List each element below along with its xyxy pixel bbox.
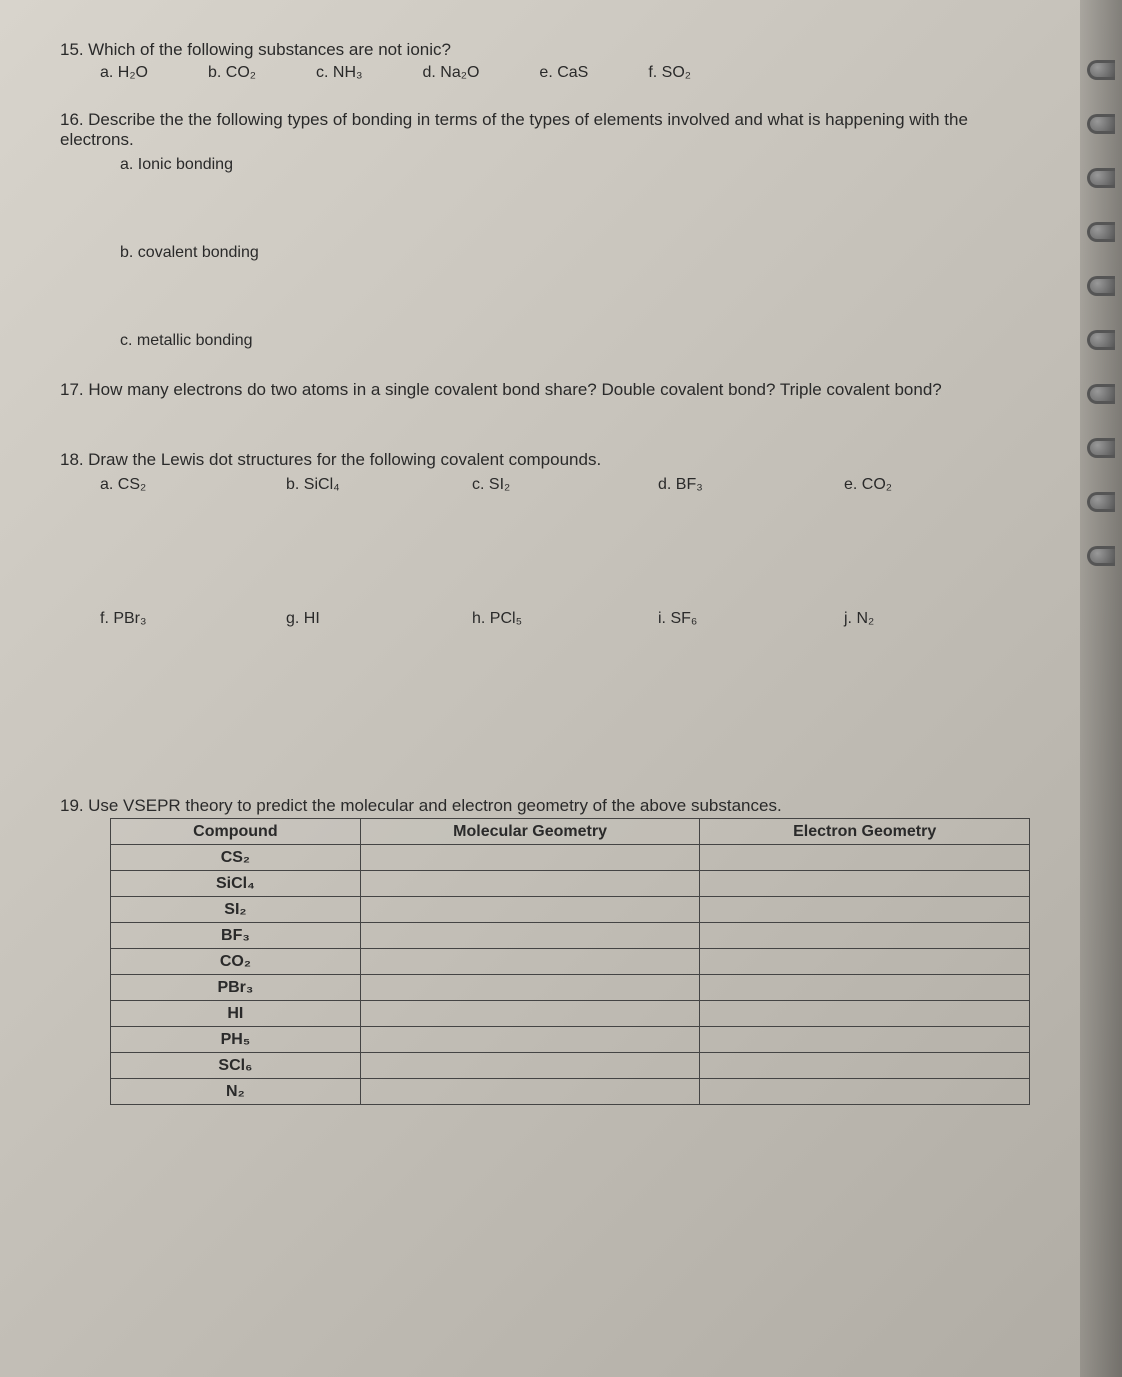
question-19: 19. Use VSEPR theory to predict the mole…	[60, 796, 1030, 1105]
compound-cell: BF₃	[111, 923, 361, 949]
compound-cell: HI	[111, 1001, 361, 1027]
spiral-ring-icon	[1087, 168, 1115, 188]
compound-cell: CO₂	[111, 949, 361, 975]
eg-cell	[700, 975, 1030, 1001]
worksheet-page: 15. Which of the following substances ar…	[30, 20, 1060, 1173]
q18-j: j. N₂	[844, 610, 1030, 628]
spiral-ring-icon	[1087, 114, 1115, 134]
spiral-ring-icon	[1087, 276, 1115, 296]
eg-cell	[700, 1053, 1030, 1079]
eg-cell	[700, 1027, 1030, 1053]
eg-cell	[700, 871, 1030, 897]
table-row: BF₃	[111, 923, 1030, 949]
eg-cell	[700, 923, 1030, 949]
compound-cell: N₂	[111, 1079, 361, 1105]
q15-opt-b: b. CO₂	[208, 64, 256, 82]
q18-text: Draw the Lewis dot structures for the fo…	[88, 450, 601, 469]
q15-number: 15.	[60, 40, 84, 59]
compound-cell: PH₅	[111, 1027, 361, 1053]
table-row: CO₂	[111, 949, 1030, 975]
question-17: 17. How many electrons do two atoms in a…	[60, 380, 1030, 400]
q19-number: 19.	[60, 796, 84, 815]
q15-opt-e: e. CaS	[539, 64, 588, 82]
compound-cell: SiCl₄	[111, 871, 361, 897]
table-row: SCl₆	[111, 1053, 1030, 1079]
q17-number: 17.	[60, 380, 84, 399]
mg-cell	[360, 1053, 700, 1079]
spiral-ring-icon	[1087, 60, 1115, 80]
eg-cell	[700, 845, 1030, 871]
question-16: 16. Describe the the following types of …	[60, 110, 1030, 350]
mg-cell	[360, 975, 700, 1001]
q18-g: g. HI	[286, 610, 472, 628]
q18-row1: a. CS₂ b. SiCl₄ c. SI₂ d. BF₃ e. CO₂	[100, 476, 1030, 494]
q18-row2: f. PBr₃ g. HI h. PCl₅ i. SF₆ j. N₂	[100, 610, 1030, 628]
vsepr-tbody: CS₂ SiCl₄ SI₂ BF₃ CO₂ PBr₃ HI PH₅ SCl₆ N…	[111, 845, 1030, 1105]
q16-text: Describe the the following types of bond…	[60, 110, 968, 149]
q19-text: Use VSEPR theory to predict the molecula…	[88, 796, 782, 815]
spiral-ring-icon	[1087, 546, 1115, 566]
mg-cell	[360, 949, 700, 975]
table-row: PBr₃	[111, 975, 1030, 1001]
table-row: PH₅	[111, 1027, 1030, 1053]
question-18: 18. Draw the Lewis dot structures for th…	[60, 450, 1030, 768]
spiral-ring-icon	[1087, 384, 1115, 404]
col-compound: Compound	[111, 819, 361, 845]
q18-number: 18.	[60, 450, 84, 469]
mg-cell	[360, 1079, 700, 1105]
compound-cell: PBr₃	[111, 975, 361, 1001]
q18-d: d. BF₃	[658, 476, 844, 494]
mg-cell	[360, 845, 700, 871]
spiral-ring-icon	[1087, 492, 1115, 512]
q16-sub-b: b. covalent bonding	[120, 244, 1030, 262]
mg-cell	[360, 1027, 700, 1053]
compound-cell: CS₂	[111, 845, 361, 871]
eg-cell	[700, 1079, 1030, 1105]
table-header-row: Compound Molecular Geometry Electron Geo…	[111, 819, 1030, 845]
q16-sublist: a. Ionic bonding b. covalent bonding c. …	[120, 156, 1030, 350]
q15-opt-d: d. Na₂O	[423, 64, 480, 82]
q15-options: a. H₂O b. CO₂ c. NH₃ d. Na₂O e. CaS f. S…	[100, 64, 1030, 82]
q18-i: i. SF₆	[658, 610, 844, 628]
q18-e: e. CO₂	[844, 476, 1030, 494]
eg-cell	[700, 1001, 1030, 1027]
col-electron-geometry: Electron Geometry	[700, 819, 1030, 845]
q16-sub-c: c. metallic bonding	[120, 332, 1030, 350]
q18-b: b. SiCl₄	[286, 476, 472, 494]
compound-cell: SI₂	[111, 897, 361, 923]
table-row: HI	[111, 1001, 1030, 1027]
mg-cell	[360, 923, 700, 949]
table-row: SiCl₄	[111, 871, 1030, 897]
mg-cell	[360, 1001, 700, 1027]
question-15: 15. Which of the following substances ar…	[60, 40, 1030, 82]
compound-cell: SCl₆	[111, 1053, 361, 1079]
mg-cell	[360, 871, 700, 897]
q15-opt-f: f. SO₂	[648, 64, 691, 82]
q15-opt-a: a. H₂O	[100, 64, 148, 82]
vsepr-table: Compound Molecular Geometry Electron Geo…	[110, 818, 1030, 1105]
spiral-ring-icon	[1087, 438, 1115, 458]
spiral-ring-icon	[1087, 222, 1115, 242]
eg-cell	[700, 949, 1030, 975]
q16-number: 16.	[60, 110, 84, 129]
table-row: N₂	[111, 1079, 1030, 1105]
q17-text: How many electrons do two atoms in a sin…	[88, 380, 941, 399]
q15-text: Which of the following substances are no…	[88, 40, 451, 59]
q16-sub-a: a. Ionic bonding	[120, 156, 1030, 174]
mg-cell	[360, 897, 700, 923]
q18-c: c. SI₂	[472, 476, 658, 494]
table-row: CS₂	[111, 845, 1030, 871]
q18-h: h. PCl₅	[472, 610, 658, 628]
spiral-ring-icon	[1087, 330, 1115, 350]
q15-opt-c: c. NH₃	[316, 64, 363, 82]
col-molecular-geometry: Molecular Geometry	[360, 819, 700, 845]
notebook-spiral	[1080, 0, 1122, 1377]
q18-f: f. PBr₃	[100, 610, 286, 628]
table-row: SI₂	[111, 897, 1030, 923]
q18-a: a. CS₂	[100, 476, 286, 494]
eg-cell	[700, 897, 1030, 923]
